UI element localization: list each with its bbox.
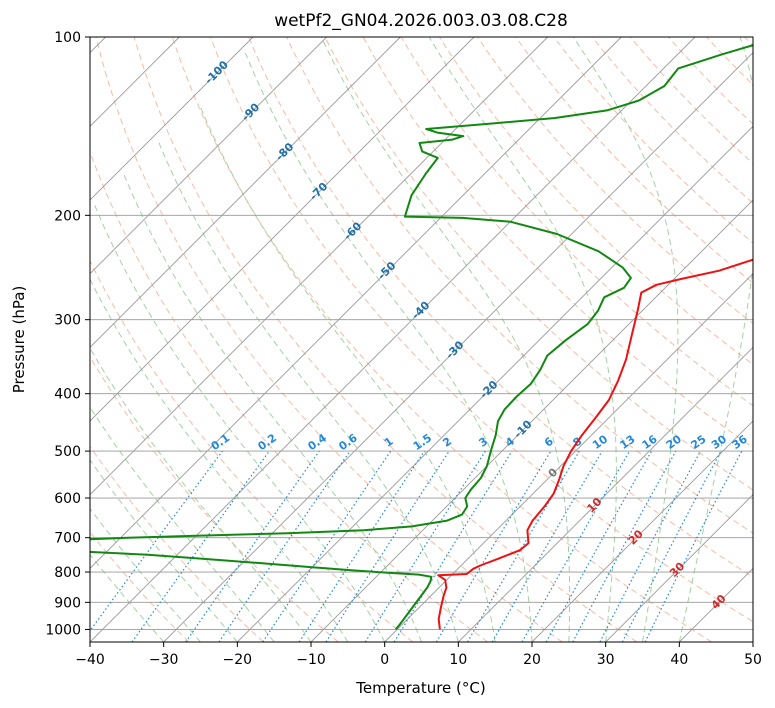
dry-adiabat [90, 445, 264, 642]
y-axis-title: Pressure (hPa) [10, 286, 28, 394]
y-tick-label: 500 [54, 444, 81, 460]
y-tick-label: 300 [54, 313, 81, 329]
moist-adiabat [320, 37, 571, 642]
y-tick-label: 400 [54, 387, 81, 403]
moist-adiabat [90, 553, 165, 642]
isotherm-line [458, 346, 753, 642]
isotherm-line [90, 37, 401, 348]
dry-adiabat [591, 37, 753, 204]
isotherm-line [310, 199, 753, 642]
moist-adiabat [92, 201, 386, 642]
mixing-ratio-line [364, 450, 486, 642]
isotherm-line [90, 37, 254, 201]
dry-adiabat [324, 37, 753, 491]
mixing-ratio-line [491, 450, 603, 642]
temperature-profile-line [437, 258, 753, 630]
mixing-ratio-line [90, 450, 223, 632]
isotherm-line [90, 37, 327, 275]
isotherm-line [90, 37, 548, 496]
moist-adiabat [198, 104, 496, 642]
moist-adiabat [428, 37, 617, 642]
axes: −40 −30 −20 −10 0 10 20 30 40 50 100 200 300 400 500 60… [45, 30, 762, 668]
moist-adiabat [678, 37, 753, 642]
isotherm-line [531, 420, 753, 642]
moist-adiabat [123, 173, 422, 642]
y-tick-label: 1000 [45, 622, 81, 638]
mixing-ratio-line [435, 450, 552, 642]
plot-frame [89, 36, 754, 643]
x-tick-label: −20 [223, 652, 253, 668]
y-tick-label: 100 [54, 30, 81, 46]
y-tick-label: 900 [54, 595, 81, 611]
dewpoint-profile-line [90, 44, 753, 631]
isotherm-line [90, 37, 475, 422]
chart-title: wetPf2_GN04.2026.003.03.08.C28 [274, 11, 568, 31]
dry-adiabat [210, 37, 753, 623]
mixing-ratio-line [521, 450, 631, 642]
y-tick-label: 800 [54, 565, 81, 581]
dry-adiabat [95, 37, 563, 642]
x-tick-label: 20 [523, 652, 541, 668]
mixing-ratio-line [545, 450, 653, 642]
x-tick-label: 10 [449, 652, 467, 668]
isotherm-line [237, 125, 753, 642]
x-tick-label: −30 [149, 652, 179, 668]
mixing-ratio-line [185, 450, 320, 642]
isotherm-line [605, 494, 753, 642]
x-tick-label: 0 [380, 652, 389, 668]
x-tick-label: −40 [75, 652, 105, 668]
mixing-ratio-line [131, 450, 270, 642]
mixing-ratio-line [466, 450, 580, 642]
moist-adiabat [90, 406, 275, 642]
x-tick-label: −10 [296, 652, 326, 668]
y-tick-label: 600 [54, 491, 81, 507]
x-tick-label: 40 [670, 652, 688, 668]
mixing-ratio-line [218, 450, 351, 642]
moist-adiabat [243, 49, 533, 642]
x-tick-label: 30 [597, 652, 615, 668]
x-tick-label: 50 [744, 652, 762, 668]
mixing-ratio-line [572, 450, 677, 642]
mixing-ratio-line [393, 450, 513, 642]
isotherm-line [90, 37, 696, 642]
isotherm-line [90, 37, 622, 569]
moist-adiabat [90, 347, 312, 642]
x-axis-title: Temperature (°C) [355, 679, 485, 697]
dry-adiabat [133, 37, 638, 642]
y-tick-label: 700 [54, 531, 81, 547]
isotherm-line [163, 52, 753, 642]
moist-adiabat [90, 507, 201, 642]
dry-adiabat [515, 37, 753, 284]
mixing-ratio-line [325, 450, 450, 642]
isotherm-line [384, 273, 753, 642]
dry-adiabat [477, 37, 753, 325]
dry-adiabat [400, 37, 753, 407]
dry-adiabat [171, 37, 712, 642]
dry-adiabat [629, 37, 753, 165]
dry-adiabat [90, 259, 414, 642]
dry-adiabat [248, 37, 753, 578]
y-tick-label: 200 [54, 208, 81, 224]
